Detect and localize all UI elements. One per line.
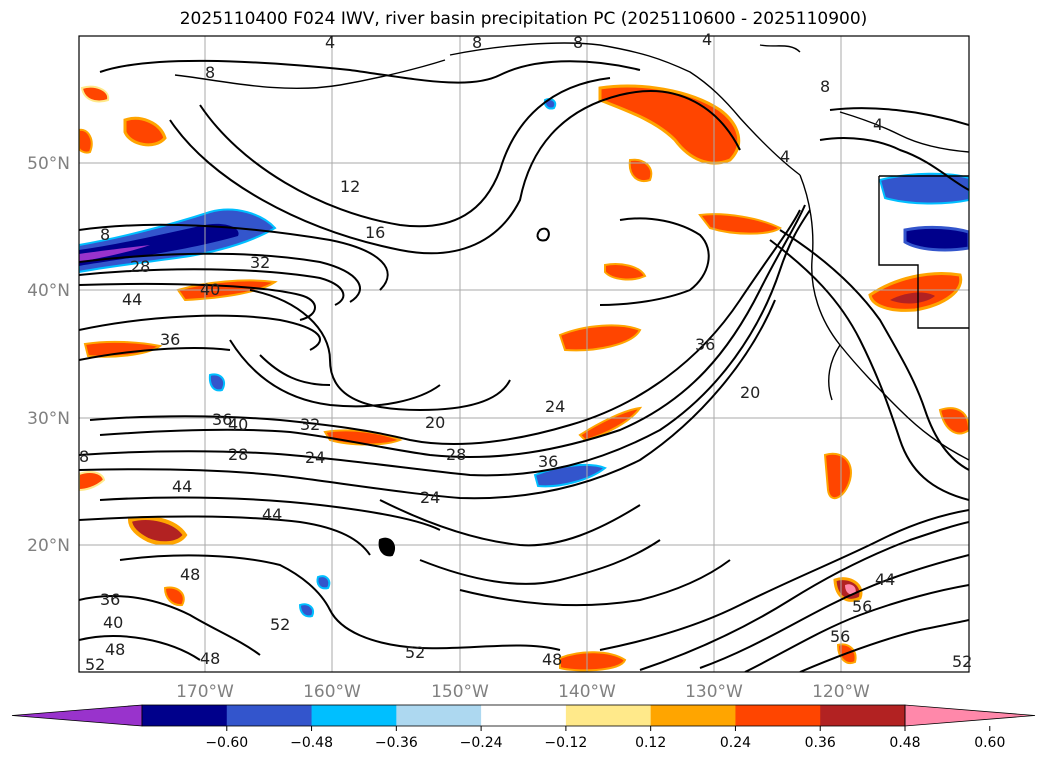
lat-label: 40°N <box>27 281 70 301</box>
contour-label: 36 <box>695 335 715 354</box>
contour-label: 8 <box>472 33 482 52</box>
map-frame <box>78 35 970 673</box>
contour-label: 24 <box>305 448 325 467</box>
contour-label: 44 <box>262 505 282 524</box>
contour-label: 48 <box>180 565 200 584</box>
contour-label: 52 <box>270 615 290 634</box>
contour-label: 8 <box>820 77 830 96</box>
colorbar-tick-label: −0.36 <box>375 735 418 751</box>
contour-label: 36 <box>100 590 120 609</box>
colorbar-tick-label: 0.36 <box>805 735 836 751</box>
contour-label: 20 <box>425 413 445 432</box>
colorbar-frame <box>141 704 906 727</box>
coastlines <box>174 42 969 461</box>
colorbar-tick-label: 0.48 <box>889 735 920 751</box>
lat-label: 20°N <box>27 536 70 556</box>
contour-label: 32 <box>250 253 270 272</box>
contour-label: 48 <box>200 649 220 668</box>
colorbar-extend-right <box>904 704 1036 727</box>
lon-label: 140°W <box>558 682 616 702</box>
contour-label: 44 <box>875 570 895 589</box>
contour-label: 40 <box>103 613 123 632</box>
contour-label: 24 <box>545 397 565 416</box>
contour-label: 20 <box>740 383 760 402</box>
gridlines <box>79 36 969 672</box>
contour-label: 24 <box>420 488 440 507</box>
lon-label: 120°W <box>812 682 870 702</box>
contour-label: 40 <box>228 415 248 434</box>
contour-label: 16 <box>365 223 385 242</box>
contour-label: 36 <box>538 452 558 471</box>
contour-label: 52 <box>405 643 425 662</box>
contour-label: 52 <box>85 655 105 674</box>
contour-label: 4 <box>325 33 335 52</box>
lat-label: 30°N <box>27 409 70 429</box>
contour-label: 12 <box>340 177 360 196</box>
contour-label: 48 <box>105 640 125 659</box>
map-panel[interactable]: 4 8 8 8 8 8 4 4 12 16 32 28 40 44 36 36 … <box>27 30 972 702</box>
contour-label: 4 <box>873 115 883 134</box>
contour-label: 56 <box>852 597 872 616</box>
colorbar-segment <box>735 705 821 726</box>
colorbar-tick-label: −0.12 <box>544 735 587 751</box>
contour-label: 28 <box>228 445 248 464</box>
colorbar-segment <box>565 705 652 726</box>
colorbar-segment <box>311 705 397 726</box>
colorbar-tick-label: 0.60 <box>974 735 1005 751</box>
colorbar-segment <box>396 705 482 726</box>
contour-label: 8 <box>573 33 583 52</box>
longitude-labels: 170°W 160°W 150°W 140°W 130°W 120°W <box>176 682 870 702</box>
iwv-contours <box>79 59 969 672</box>
colorbar-extend-left <box>11 704 143 727</box>
colorbar-tick-label: −0.24 <box>460 735 503 751</box>
contour-label: 52 <box>952 652 972 671</box>
contour-label: 28 <box>130 257 150 276</box>
lon-label: 170°W <box>176 682 234 702</box>
contour-label: 56 <box>830 627 850 646</box>
colorbar-ticks: −0.60 −0.48 −0.36 −0.24 −0.12 0.12 0.24 0.36 0.4… <box>205 726 1005 751</box>
contour-label: 4 <box>702 30 712 49</box>
colorbar-segment <box>226 705 313 726</box>
lon-label: 150°W <box>431 682 489 702</box>
contour-label: 8 <box>79 447 89 466</box>
colorbar-segment <box>820 705 906 726</box>
contour-labels: 4 8 8 8 8 8 4 4 12 16 32 28 40 44 36 36 … <box>79 30 972 674</box>
colorbar-segment <box>650 705 736 726</box>
contour-label: 36 <box>212 410 232 429</box>
lon-label: 160°W <box>303 682 361 702</box>
colorbar-segment <box>142 705 228 726</box>
colorbar-tick-label: 0.12 <box>635 735 666 751</box>
colorbar: −0.60 −0.48 −0.36 −0.24 −0.12 0.12 0.24 0.36 0.4… <box>11 704 1036 751</box>
colorbar-tick-label: 0.24 <box>720 735 751 751</box>
figure-title: 2025110400 F024 IWV, river basin precipi… <box>179 9 868 29</box>
latitude-labels: 50°N 40°N 30°N 20°N <box>27 154 70 556</box>
map-background <box>79 36 969 672</box>
contour-label: 28 <box>446 445 466 464</box>
contour-label: 8 <box>205 63 215 82</box>
colorbar-tick-label: −0.48 <box>290 735 333 751</box>
lat-label: 50°N <box>27 154 70 174</box>
contour-label: 40 <box>200 280 220 299</box>
contour-label: 32 <box>300 415 320 434</box>
contour-label: 48 <box>542 650 562 669</box>
colorbar-segment <box>481 705 567 726</box>
contour-label: 44 <box>172 477 192 496</box>
colorbar-tick-label: −0.60 <box>205 735 248 751</box>
lon-label: 130°W <box>685 682 743 702</box>
contour-label: 44 <box>122 290 142 309</box>
contour-label: 8 <box>100 225 110 244</box>
contour-label: 4 <box>780 147 790 166</box>
contour-label: 36 <box>160 330 180 349</box>
